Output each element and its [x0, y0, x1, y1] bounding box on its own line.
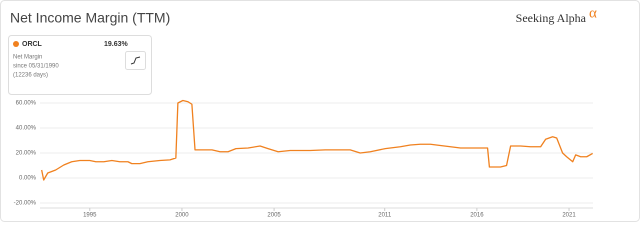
- x-tick-label: 1995: [83, 213, 97, 219]
- frame: [0, 0, 640, 222]
- legend-value: 19.63%: [104, 41, 129, 48]
- x-tick-label: 2005: [267, 213, 281, 219]
- y-tick-label: 0.00%: [19, 176, 37, 182]
- y-tick-label: 20.00%: [16, 151, 37, 157]
- x-tick-label: 2021: [562, 213, 576, 219]
- legend-box: [8, 35, 152, 95]
- legend-days: (12236 days): [13, 73, 48, 79]
- brand: Seeking Alpha: [516, 11, 587, 25]
- legend-metric: Net Margin: [13, 55, 42, 61]
- brand-mark: α: [589, 5, 597, 21]
- x-tick-label: 2016: [470, 213, 484, 219]
- y-tick-label: -20.00%: [14, 201, 37, 207]
- legend-name[interactable]: ORCL: [22, 41, 43, 48]
- chart: Net Income Margin (TTM) Seeking Alpha α …: [0, 0, 640, 222]
- y-tick-label: 60.00%: [16, 101, 37, 107]
- x-tick-label: 2011: [378, 213, 392, 219]
- chart-title: Net Income Margin (TTM): [10, 10, 170, 26]
- x-tick-label: 2000: [175, 213, 189, 219]
- sparkline-icon: [130, 56, 141, 65]
- legend-since: since 05/31/1990: [13, 64, 59, 70]
- y-tick-label: 40.00%: [16, 126, 37, 132]
- series-line: [41, 99, 593, 181]
- legend-dot: [13, 41, 19, 47]
